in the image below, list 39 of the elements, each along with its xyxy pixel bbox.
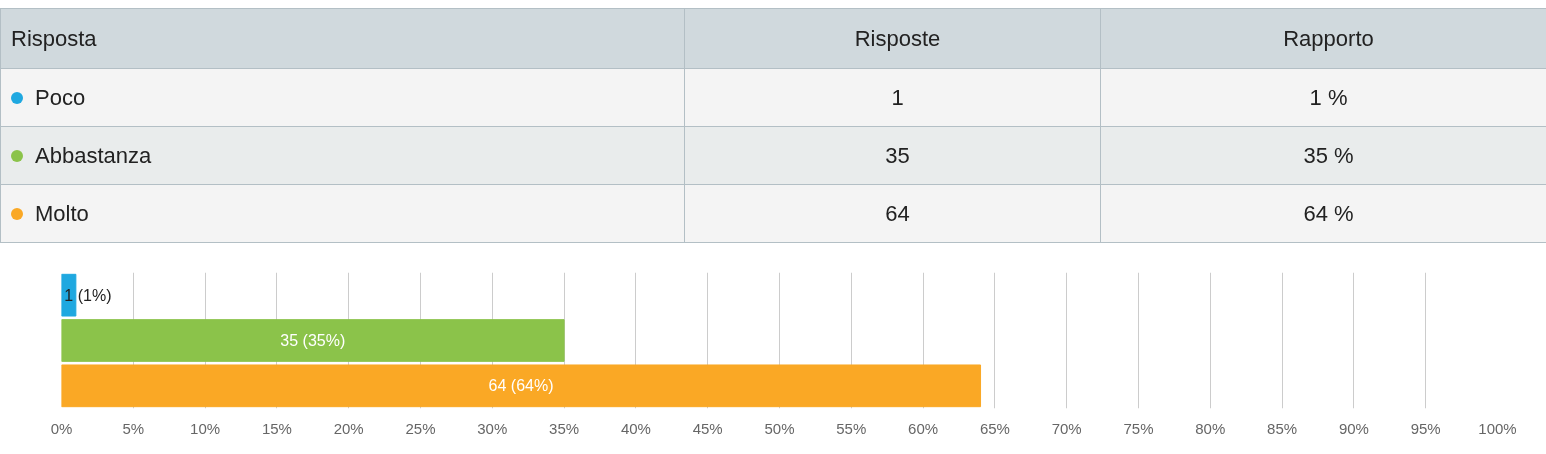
bar — [61, 273, 77, 317]
text: 1 — [685, 69, 1101, 126]
data-label: 35 (35%) — [280, 332, 346, 349]
text: Rapporto — [1101, 9, 1546, 68]
x-tick-label: 50% — [764, 419, 795, 437]
x-tick-label: 40% — [620, 419, 651, 437]
x-tick-label: 10% — [190, 419, 221, 437]
x-tick-label: 95% — [1410, 419, 1441, 437]
x-tick-label: 100% — [1478, 419, 1517, 437]
x-tick-label: 80% — [1195, 419, 1226, 437]
x-tick-label: 25% — [405, 419, 436, 437]
x-tick-label: 90% — [1338, 419, 1369, 437]
bar — [61, 319, 565, 362]
data-label: 1 (1%) — [64, 286, 112, 304]
x-tick-label: 60% — [908, 419, 939, 437]
text: 35 — [685, 127, 1101, 184]
text: 35 % — [1101, 127, 1546, 184]
text: Risposte — [685, 9, 1101, 68]
x-tick-label: 85% — [1267, 419, 1298, 437]
text: 1 % — [1101, 69, 1546, 126]
text: Abbastanza — [1, 127, 685, 184]
data-label: 64 (64%) — [488, 377, 554, 395]
text: Risposta — [1, 9, 685, 68]
x-tick-label: 5% — [122, 419, 145, 437]
x-tick-label: 75% — [1123, 419, 1154, 437]
text: 64 — [685, 185, 1101, 242]
text: Molto — [1, 185, 685, 242]
x-tick-label: 0% — [50, 419, 73, 437]
text: 64 % — [1101, 185, 1546, 242]
x-tick-label: 45% — [692, 419, 723, 437]
bar — [61, 364, 982, 408]
x-tick-label: 30% — [477, 419, 508, 437]
x-tick-label: 55% — [836, 419, 867, 437]
x-tick-label: 15% — [261, 419, 292, 437]
x-tick-label: 20% — [333, 419, 364, 437]
text: Poco — [1, 69, 685, 126]
x-tick-label: 70% — [1051, 419, 1082, 437]
x-tick-label: 35% — [549, 419, 580, 437]
x-tick-label: 65% — [979, 419, 1010, 437]
